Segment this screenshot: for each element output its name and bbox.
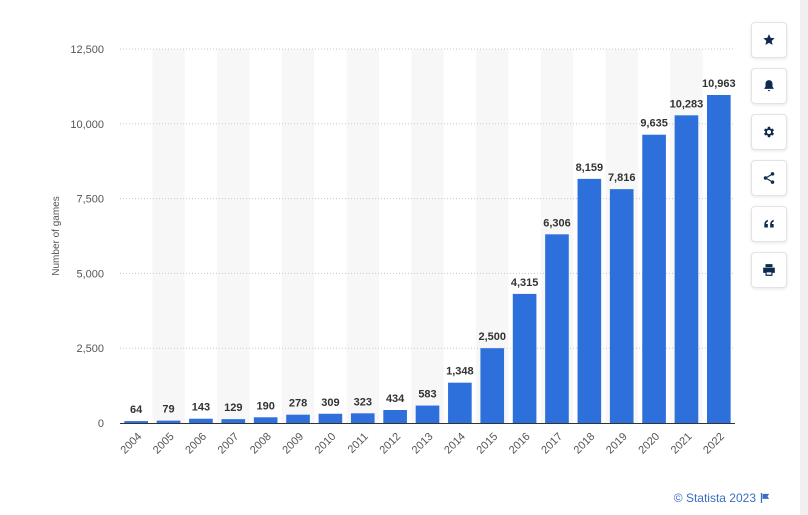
bar[interactable] <box>642 134 666 423</box>
background-band <box>411 49 444 423</box>
share-button[interactable] <box>751 160 787 196</box>
x-tick-label: 2008 <box>248 431 274 457</box>
x-tick-label: 2020 <box>636 431 662 457</box>
background-band <box>152 49 185 423</box>
x-tick-label: 2005 <box>151 431 177 457</box>
x-tick-label: 2012 <box>377 431 403 457</box>
bar[interactable] <box>545 234 569 423</box>
data-label: 583 <box>418 389 436 401</box>
data-label: 278 <box>289 398 307 410</box>
settings-button[interactable] <box>751 114 787 150</box>
bar[interactable] <box>415 405 440 423</box>
bar[interactable] <box>189 418 213 423</box>
x-tick-label: 2021 <box>669 431 695 457</box>
data-label: 7,816 <box>608 172 636 184</box>
x-tick-label: 2011 <box>346 431 371 456</box>
bar[interactable] <box>707 94 731 424</box>
y-tick-label: 12,500 <box>70 44 104 56</box>
x-tick-label: 2007 <box>216 431 242 457</box>
cite-button[interactable] <box>751 206 787 242</box>
data-label: 190 <box>256 400 274 412</box>
data-label: 10,963 <box>702 78 736 90</box>
bar[interactable] <box>512 293 537 423</box>
bell-icon <box>764 80 774 92</box>
data-label: 64 <box>130 404 143 416</box>
bar[interactable] <box>253 417 278 423</box>
bar[interactable] <box>318 413 343 423</box>
data-label: 2,500 <box>478 331 506 343</box>
quote-icon <box>764 219 774 228</box>
data-label: 1,348 <box>446 366 474 378</box>
print-icon <box>763 264 775 276</box>
data-label: 79 <box>162 404 174 416</box>
bar[interactable] <box>480 348 505 423</box>
bar-chart: 0 2,500 5,000 7,500 10,000 12,500 Number of ga… <box>51 44 736 457</box>
bar[interactable] <box>674 115 699 423</box>
bar[interactable] <box>609 189 634 423</box>
data-label: 143 <box>192 402 210 414</box>
y-tick-label: 0 <box>98 418 104 430</box>
x-tick-label: 2013 <box>410 431 436 457</box>
data-label: 10,283 <box>670 98 704 110</box>
toolbar <box>751 22 789 298</box>
x-tick-label: 2009 <box>280 431 306 457</box>
bar[interactable] <box>577 178 602 423</box>
footer: © Statista 2023 <box>674 491 770 505</box>
bar[interactable] <box>383 410 407 423</box>
data-label: 323 <box>354 396 372 408</box>
x-tick-label: 2010 <box>313 431 339 457</box>
x-tick-label: 2022 <box>701 431 727 457</box>
x-tick-label: 2017 <box>539 431 565 457</box>
x-tick-label: 2019 <box>604 431 630 457</box>
star-icon <box>763 34 775 45</box>
y-tick-label: 7,500 <box>76 194 104 206</box>
data-label: 8,159 <box>576 162 604 174</box>
bar[interactable] <box>286 414 310 423</box>
background-band <box>346 49 379 423</box>
y-axis-title: Number of games <box>51 196 62 275</box>
bar[interactable] <box>350 413 375 423</box>
x-tick-label: 2018 <box>572 431 598 457</box>
data-label: 309 <box>321 397 339 409</box>
data-label: 9,635 <box>640 118 668 130</box>
x-tick-label: 2015 <box>475 431 501 457</box>
background-band <box>281 49 315 423</box>
gear-icon <box>763 126 775 138</box>
notification-button[interactable] <box>751 68 787 104</box>
x-tick-label: 2016 <box>507 431 533 457</box>
bar[interactable] <box>124 421 148 423</box>
x-tick-label: 2014 <box>442 431 468 457</box>
bar[interactable] <box>221 419 246 423</box>
copyright-text[interactable]: © Statista 2023 <box>673 491 756 505</box>
data-label: 4,315 <box>511 277 539 289</box>
bar[interactable] <box>448 382 472 423</box>
share-icon <box>763 172 775 184</box>
x-tick-label: 2004 <box>119 431 145 457</box>
bar[interactable] <box>156 420 181 423</box>
y-tick-label: 2,500 <box>76 343 104 355</box>
y-tick-label: 10,000 <box>70 119 104 131</box>
x-tick-label: 2006 <box>183 431 209 457</box>
flag-icon <box>760 493 770 503</box>
print-button[interactable] <box>751 252 787 288</box>
data-label: 129 <box>224 402 242 414</box>
data-label: 6,306 <box>543 217 571 229</box>
data-label: 434 <box>386 393 405 405</box>
y-tick-label: 5,000 <box>76 268 104 280</box>
background-band <box>217 49 250 423</box>
favorite-button[interactable] <box>751 22 787 58</box>
